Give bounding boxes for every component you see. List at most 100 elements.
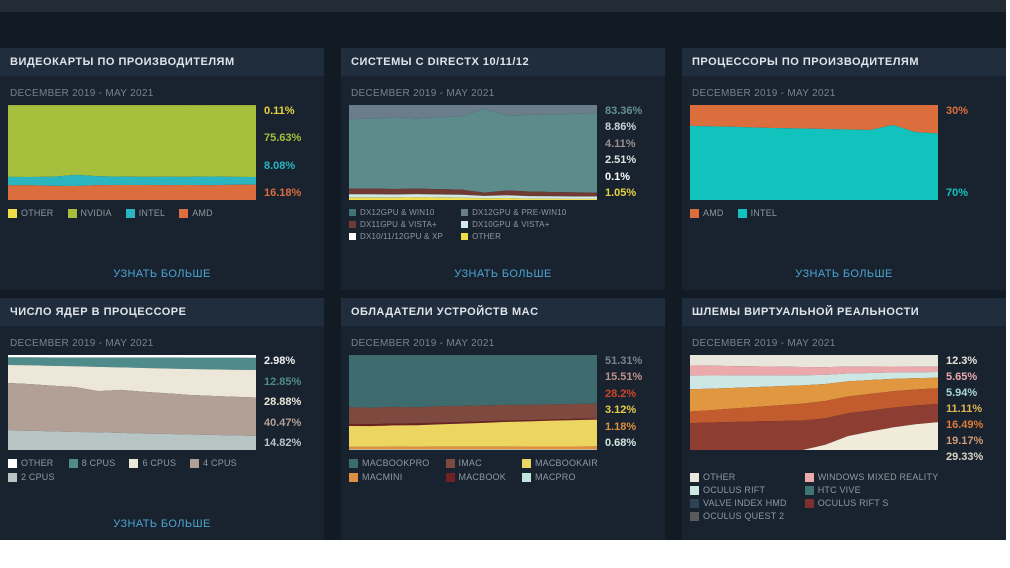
value-label: 1.18% <box>605 420 637 433</box>
legend-item-intel: INTEL <box>737 208 778 218</box>
area-intel <box>690 124 938 200</box>
chart-legend: AMD INTEL <box>690 208 998 218</box>
legend-label: OTHER <box>703 472 736 482</box>
panel-header: ОБЛАДАТЕЛИ УСТРОЙСТВ MAC <box>341 298 665 326</box>
area-macbookair <box>349 419 597 447</box>
legend-swatch-icon <box>190 458 200 468</box>
value-label: 29.33% <box>946 451 984 463</box>
chart-legend: OTHER NVIDIA INTEL AMD <box>8 208 316 218</box>
panel-rows: ВИДЕОКАРТЫ ПО ПРОИЗВОДИТЕЛЯМ DECEMBER 20… <box>0 48 1006 540</box>
legend-label: DX12GPU & PRE-WIN10 <box>472 208 567 217</box>
legend-item-6-cpus: 6 CPUS <box>129 458 176 468</box>
value-label: 19.17% <box>946 435 984 447</box>
legend-item-dx12gpu-win10: DX12GPU & WIN10 <box>349 208 443 217</box>
period-label: DECEMBER 2019 - MAY 2021 <box>351 338 495 349</box>
area-oculus-rift-s <box>690 403 938 450</box>
panel-cpu-cores: ЧИСЛО ЯДЕР В ПРОЦЕССОРЕ DECEMBER 2019 - … <box>0 298 324 540</box>
period-label: DECEMBER 2019 - MAY 2021 <box>10 338 154 349</box>
chart-row: 83.36% 8.86% 4.11% 2.51% 0.1% 1.05% <box>349 105 657 200</box>
legend-item-macmini: MACMINI <box>349 472 430 482</box>
legend-label: WINDOWS MIXED REALITY <box>817 472 939 482</box>
legend-label: DX11GPU & VISTA+ <box>360 220 437 229</box>
learn-more-link[interactable]: УЗНАТЬ БОЛЬШЕ <box>113 268 211 280</box>
panel-mac-devices: ОБЛАДАТЕЛИ УСТРОЙСТВ MAC DECEMBER 2019 -… <box>341 298 665 540</box>
panel-body: DECEMBER 2019 - MAY 2021 12.3% 5.65% 5.94%… <box>682 326 1006 540</box>
chart-row: 0.11% 75.63% 8.08% 16.18% <box>8 105 316 200</box>
chart-legend: MACBOOKPRO IMAC MACBOOKAIR MACMINI MACBOOK MA… <box>349 458 657 482</box>
area-dx11gpu-vista <box>349 188 597 197</box>
legend-swatch-icon <box>129 458 139 468</box>
legend-swatch-icon <box>125 208 135 218</box>
area-oculus-quest-2 <box>690 422 938 450</box>
value-label: 12.3% <box>946 355 978 367</box>
stacked-area-chart <box>8 355 256 450</box>
legend-label: INTEL <box>750 208 778 218</box>
legend-item-macpro: MACPRO <box>521 472 598 482</box>
chart-row: 2.98% 12.85% 28.88% 40.47% 14.82% <box>8 355 316 450</box>
area-nvidia <box>8 105 256 178</box>
value-label: 70% <box>946 187 969 199</box>
legend-item-oculus-quest-2: OCULUS QUEST 2 <box>690 511 787 521</box>
value-label: 8.86% <box>605 121 637 134</box>
value-label: 75.63% <box>264 132 302 145</box>
period-label: DECEMBER 2019 - MAY 2021 <box>692 338 836 349</box>
panel-body: DECEMBER 2019 - MAY 2021 0.11% 75.63% 8.08… <box>0 76 324 290</box>
value-label: 30% <box>946 105 969 117</box>
legend-swatch-icon <box>690 472 699 482</box>
learn-more-link[interactable]: УЗНАТЬ БОЛЬШЕ <box>795 268 893 280</box>
legend-item-8-cpus: 8 CPUS <box>68 458 116 468</box>
area-amd <box>8 184 256 200</box>
legend-label: VALVE INDEX HMD <box>703 498 787 508</box>
legend-item-dx10-11-12gpu-xp: DX10/11/12GPU & XP <box>349 232 443 241</box>
chart-row: 12.3% 5.65% 5.94% 11.11% 16.49% 19.17% 29.33% <box>690 355 998 464</box>
chart-legend: OTHER 8 CPUS 6 CPUS 4 CPUS 2 CPUS <box>8 458 316 482</box>
legend-swatch-icon <box>461 221 469 228</box>
top-bar <box>0 0 1006 12</box>
legend-label: HTC VIVE <box>817 485 861 495</box>
panel-row-bottom: ЧИСЛО ЯДЕР В ПРОЦЕССОРЕ DECEMBER 2019 - … <box>0 298 1006 540</box>
panel-title: ВИДЕОКАРТЫ ПО ПРОИЗВОДИТЕЛЯМ <box>10 56 235 68</box>
legend-item-macbookpro: MACBOOKPRO <box>349 458 430 468</box>
learn-more-link[interactable]: УЗНАТЬ БОЛЬШЕ <box>454 268 552 280</box>
legend-swatch-icon <box>804 485 814 495</box>
value-label: 5.65% <box>946 371 978 383</box>
legend-item-imac: IMAC <box>445 458 506 468</box>
legend-label: OCULUS RIFT <box>703 485 766 495</box>
value-label: 12.85% <box>264 375 302 388</box>
area-other <box>8 355 256 358</box>
learn-more-link[interactable]: УЗНАТЬ БОЛЬШЕ <box>113 518 211 530</box>
area-imac <box>349 403 597 425</box>
legend-swatch-icon <box>349 472 358 482</box>
area-dx10gpu-vista <box>349 194 597 199</box>
panel-body: DECEMBER 2019 - MAY 2021 51.31% 15.51% 28.… <box>341 326 665 540</box>
legend-swatch-icon <box>8 458 17 468</box>
value-label: 2.51% <box>605 154 637 167</box>
value-label: 2.98% <box>264 355 296 367</box>
legend-item-2-cpus: 2 CPUS <box>8 472 55 482</box>
panel-title: СИСТЕМЫ С DIRECTX 10/11/12 <box>351 56 530 68</box>
legend-label: 6 CPUS <box>142 458 177 468</box>
stacked-area-chart <box>349 355 597 450</box>
panel-header: ШЛЕМЫ ВИРТУАЛЬНОЙ РЕАЛЬНОСТИ <box>682 298 1006 326</box>
legend-swatch-icon <box>8 472 17 482</box>
legend-label: MACMINI <box>362 472 403 482</box>
legend-swatch-icon <box>690 498 699 508</box>
value-label: 1.05% <box>605 186 637 199</box>
legend-item-amd: AMD <box>179 208 213 218</box>
panel-header: ПРОЦЕССОРЫ ПО ПРОИЗВОДИТЕЛЯМ <box>682 48 1006 76</box>
area-other <box>349 197 597 200</box>
value-labels: 2.98% 12.85% 28.88% 40.47% 14.82% <box>264 355 316 450</box>
legend-swatch-icon <box>804 498 814 508</box>
value-label: 16.49% <box>946 419 984 431</box>
value-label: 0.1% <box>605 170 631 183</box>
chart-legend: DX12GPU & WIN10 DX12GPU & PRE-WIN10 DX11GP… <box>349 208 657 241</box>
value-label: 83.36% <box>605 105 643 117</box>
period-label: DECEMBER 2019 - MAY 2021 <box>692 88 836 99</box>
legend-item-macbook: MACBOOK <box>445 472 506 482</box>
legend-item-windows-mixed-reality: WINDOWS MIXED REALITY <box>804 472 939 482</box>
legend-item-valve-index-hmd: VALVE INDEX HMD <box>690 498 787 508</box>
chart-row: 51.31% 15.51% 28.2% 3.12% 1.18% 0.68% <box>349 355 657 450</box>
legend-swatch-icon <box>8 208 17 218</box>
area-htc-vive <box>690 377 938 412</box>
legend-item-intel: INTEL <box>125 208 166 218</box>
